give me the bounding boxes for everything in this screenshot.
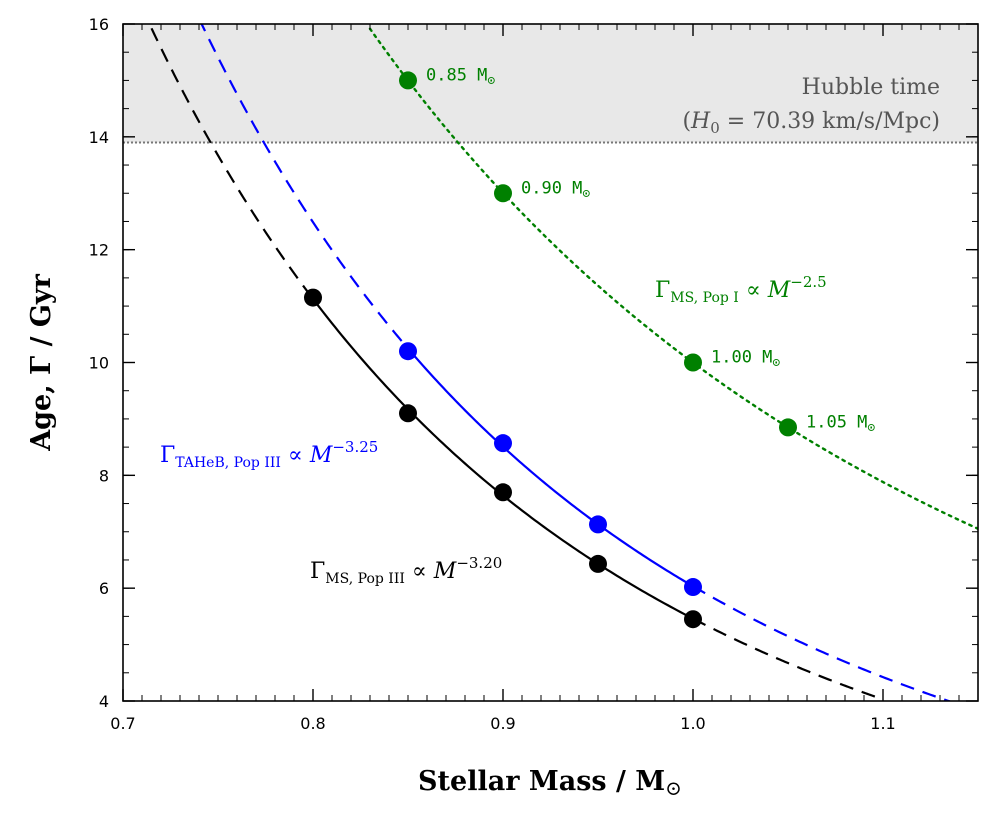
sun-symbol: ⊙ xyxy=(487,73,495,88)
mass-point-label: 0.85 M⊙ xyxy=(426,65,495,88)
series-0-data-point xyxy=(399,404,417,423)
taheb-pop3-label: ΓTAHeB, Pop III ∝ M−3.25 xyxy=(160,438,378,471)
sun-symbol: ⊙ xyxy=(867,420,875,435)
y-axis-title: Age, Γ / Gyr xyxy=(26,273,57,451)
mass-point-label: 1.05 M⊙ xyxy=(806,412,875,435)
series-0-data-point xyxy=(304,288,322,307)
sun-symbol: ⊙ xyxy=(772,356,780,371)
series-1-data-point xyxy=(494,434,512,453)
series-0-dashed-curve-right xyxy=(692,617,884,701)
series-0-data-point xyxy=(684,610,702,629)
y-tick-label: 6 xyxy=(99,579,109,598)
x-tick-label: 1.1 xyxy=(870,714,895,733)
x-tick-label: 0.9 xyxy=(490,714,515,733)
series-1-dashed-curve-right xyxy=(692,585,952,701)
mass-point-label: 0.90 M⊙ xyxy=(521,178,590,201)
series-2-data-point xyxy=(684,353,702,372)
series-0-data-point xyxy=(494,483,512,502)
series-2-dotted-curve xyxy=(368,27,978,530)
series-1-data-point xyxy=(684,578,702,597)
series-1-solid-curve xyxy=(407,347,694,588)
y-tick-label: 14 xyxy=(89,128,109,147)
x-axis-title: Stellar Mass / M⊙ xyxy=(418,766,682,800)
sun-symbol: ⊙ xyxy=(582,186,590,201)
ms-pop3-label: ΓMS, Pop III ∝ M−3.20 xyxy=(310,554,502,587)
mass-point-label-value: 1.05 M xyxy=(806,412,867,432)
y-tick-label: 8 xyxy=(99,466,109,485)
x-tick-label: 1.0 xyxy=(680,714,705,733)
y-tick-label: 10 xyxy=(89,354,109,373)
series-0-data-point xyxy=(589,554,607,573)
series-1-data-point xyxy=(399,342,417,361)
mass-point-label-value: 1.00 M xyxy=(711,348,772,368)
x-tick-label: 0.7 xyxy=(110,714,135,733)
hubble-constant-label: (H0 = 70.39 km/s/Mpc) xyxy=(682,109,940,137)
hubble-time-region xyxy=(123,24,978,143)
mass-point-label: 1.00 M⊙ xyxy=(711,348,780,371)
mass-point-label-value: 0.85 M xyxy=(426,65,487,85)
series-0-dashed-curve-left xyxy=(150,27,314,300)
series-2-data-point xyxy=(494,184,512,203)
y-tick-label: 12 xyxy=(89,241,109,260)
ms-pop1-label: ΓMS, Pop I ∝ M−2.5 xyxy=(655,273,827,306)
x-tick-label: 0.8 xyxy=(300,714,325,733)
series-2-data-point xyxy=(779,418,797,437)
series-1-dashed-curve-left xyxy=(200,24,409,350)
series-1-data-point xyxy=(589,515,607,534)
y-tick-label: 16 xyxy=(89,15,109,34)
mass-point-label-value: 0.90 M xyxy=(521,178,582,198)
series-2-data-point xyxy=(399,71,417,90)
y-tick-label: 4 xyxy=(99,692,109,711)
hubble-time-label: Hubble time xyxy=(802,75,940,100)
